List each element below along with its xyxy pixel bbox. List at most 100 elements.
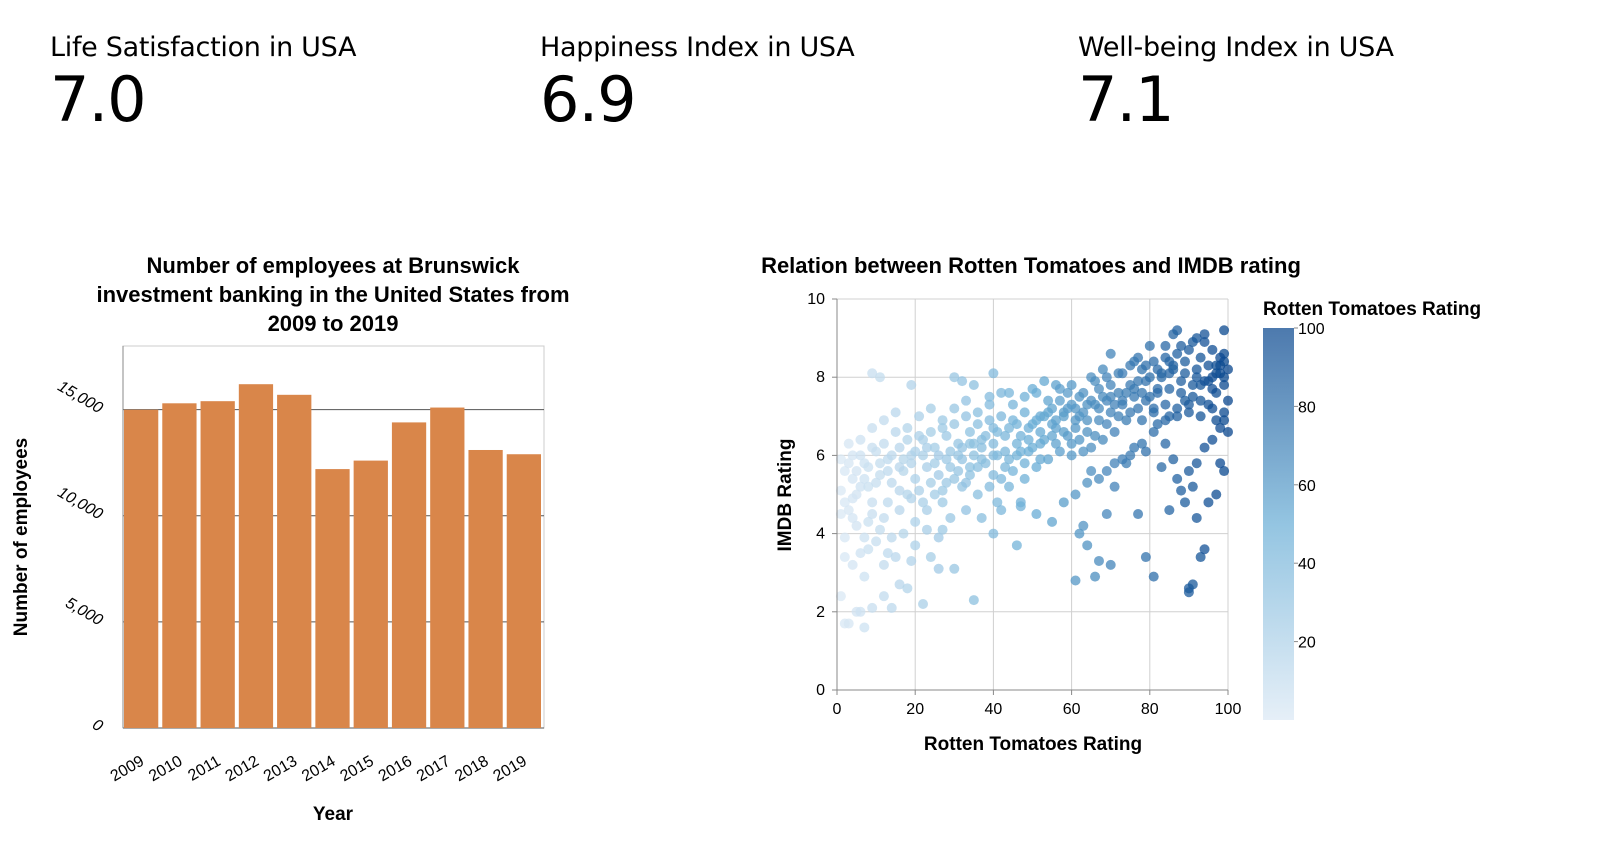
scatter-point xyxy=(1113,387,1124,398)
scatter-point xyxy=(1211,368,1222,379)
chart-title-line: 2009 to 2019 xyxy=(268,311,399,336)
scatter-point xyxy=(945,446,956,457)
scatter-point xyxy=(925,552,936,563)
x-tick-label: 2017 xyxy=(414,753,453,786)
scatter-point xyxy=(1183,407,1194,418)
scatter-point xyxy=(1133,376,1144,387)
scatter-point xyxy=(1000,446,1011,457)
kpi-life-satisfaction: Life Satisfaction in USA 7.0 xyxy=(50,32,356,131)
scatter-point xyxy=(1109,458,1120,469)
scatter-point xyxy=(1187,380,1198,391)
scatter-point xyxy=(835,509,846,520)
scatter-point xyxy=(894,442,905,453)
scatter-point xyxy=(1019,458,1030,469)
scatter-point xyxy=(1113,411,1124,422)
scatter-point xyxy=(984,399,995,410)
scatter-point xyxy=(1121,415,1132,426)
scatter-point xyxy=(875,458,886,469)
scatter-point xyxy=(1109,426,1120,437)
scatter-point xyxy=(859,473,870,484)
scatter-point xyxy=(1183,344,1194,355)
scatter-point xyxy=(1136,387,1147,398)
scatter-point xyxy=(957,442,968,453)
scatter-point xyxy=(902,423,913,434)
scatter-point xyxy=(1215,352,1226,363)
scatter-point xyxy=(839,532,850,543)
scatter-point xyxy=(867,423,878,434)
scatter-point xyxy=(968,595,979,606)
scatter-point xyxy=(933,469,944,480)
x-tick-label: 2014 xyxy=(299,753,338,786)
scatter-point xyxy=(1121,387,1132,398)
y-tick-label: 0 xyxy=(89,716,105,735)
x-tick-label: 2016 xyxy=(376,753,415,786)
kpi-value: 7.0 xyxy=(50,63,147,136)
scatter-point xyxy=(929,489,940,500)
chart-title: Relation between Rotten Tomatoes and IMD… xyxy=(761,253,1301,278)
chart-title-line: Number of employees at Brunswick xyxy=(147,253,521,278)
scatter-point xyxy=(1133,509,1144,520)
scatter-point xyxy=(918,450,929,461)
x-axis-title: Year xyxy=(313,804,354,825)
scatter-point xyxy=(996,505,1007,516)
bar xyxy=(430,407,465,728)
scatter-point xyxy=(1187,337,1198,348)
scatter-point xyxy=(1019,473,1030,484)
scatter-point xyxy=(961,395,972,406)
scatter-point xyxy=(1129,391,1140,402)
scatter-point xyxy=(847,559,858,570)
scatter-point xyxy=(941,430,952,441)
scatter-point xyxy=(941,454,952,465)
scatter-point xyxy=(1093,473,1104,484)
scatter-point xyxy=(910,540,921,551)
scatter-point xyxy=(863,462,874,473)
kpi-well-being-index: Well-being Index in USA 7.1 xyxy=(1078,32,1394,131)
scatter-point xyxy=(984,391,995,402)
scatter-point xyxy=(875,372,886,383)
kpi-value: 6.9 xyxy=(540,63,637,136)
scatter-point xyxy=(851,466,862,477)
scatter-point xyxy=(843,618,854,629)
scatter-point xyxy=(1011,438,1022,449)
bar xyxy=(277,394,312,728)
scatter-point xyxy=(972,462,983,473)
scatter-point xyxy=(929,458,940,469)
scatter-point xyxy=(1140,360,1151,371)
scatter-point xyxy=(1082,540,1093,551)
scatter-point xyxy=(906,493,917,504)
scatter-point xyxy=(976,442,987,453)
scatter-point xyxy=(1195,395,1206,406)
scatter-point xyxy=(964,426,975,437)
scatter-point xyxy=(1191,372,1202,383)
scatter-point xyxy=(1207,434,1218,445)
scatter-point xyxy=(1179,356,1190,367)
x-axis-title: Rotten Tomatoes Rating xyxy=(924,734,1142,755)
scatter-point xyxy=(1219,415,1230,426)
scatter-point xyxy=(1176,340,1187,351)
y-axis-title: Number of employees xyxy=(11,438,32,637)
scatter-point xyxy=(1047,516,1058,527)
scatter-point xyxy=(835,591,846,602)
scatter-point xyxy=(847,493,858,504)
legend-tick-label: 60 xyxy=(1298,478,1316,495)
scatter-point xyxy=(1097,391,1108,402)
scatter-point xyxy=(1015,501,1026,512)
scatter-point xyxy=(890,552,901,563)
x-tick-label: 80 xyxy=(1141,701,1159,718)
scatter-point xyxy=(1109,399,1120,410)
scatter-point xyxy=(867,509,878,520)
scatter-point xyxy=(996,411,1007,422)
scatter-point xyxy=(972,419,983,430)
scatter-point xyxy=(925,403,936,414)
scatter-point xyxy=(961,505,972,516)
scatter-point xyxy=(1148,571,1159,582)
scatter-point xyxy=(1058,497,1069,508)
scatter-point xyxy=(859,571,870,582)
scatter-point xyxy=(1019,391,1030,402)
scatter-point xyxy=(1211,360,1222,371)
scatter-point xyxy=(1070,489,1081,500)
scatter-point xyxy=(1156,368,1167,379)
scatter-point xyxy=(1078,387,1089,398)
scatter-point xyxy=(1054,383,1065,394)
scatter-point xyxy=(1074,434,1085,445)
